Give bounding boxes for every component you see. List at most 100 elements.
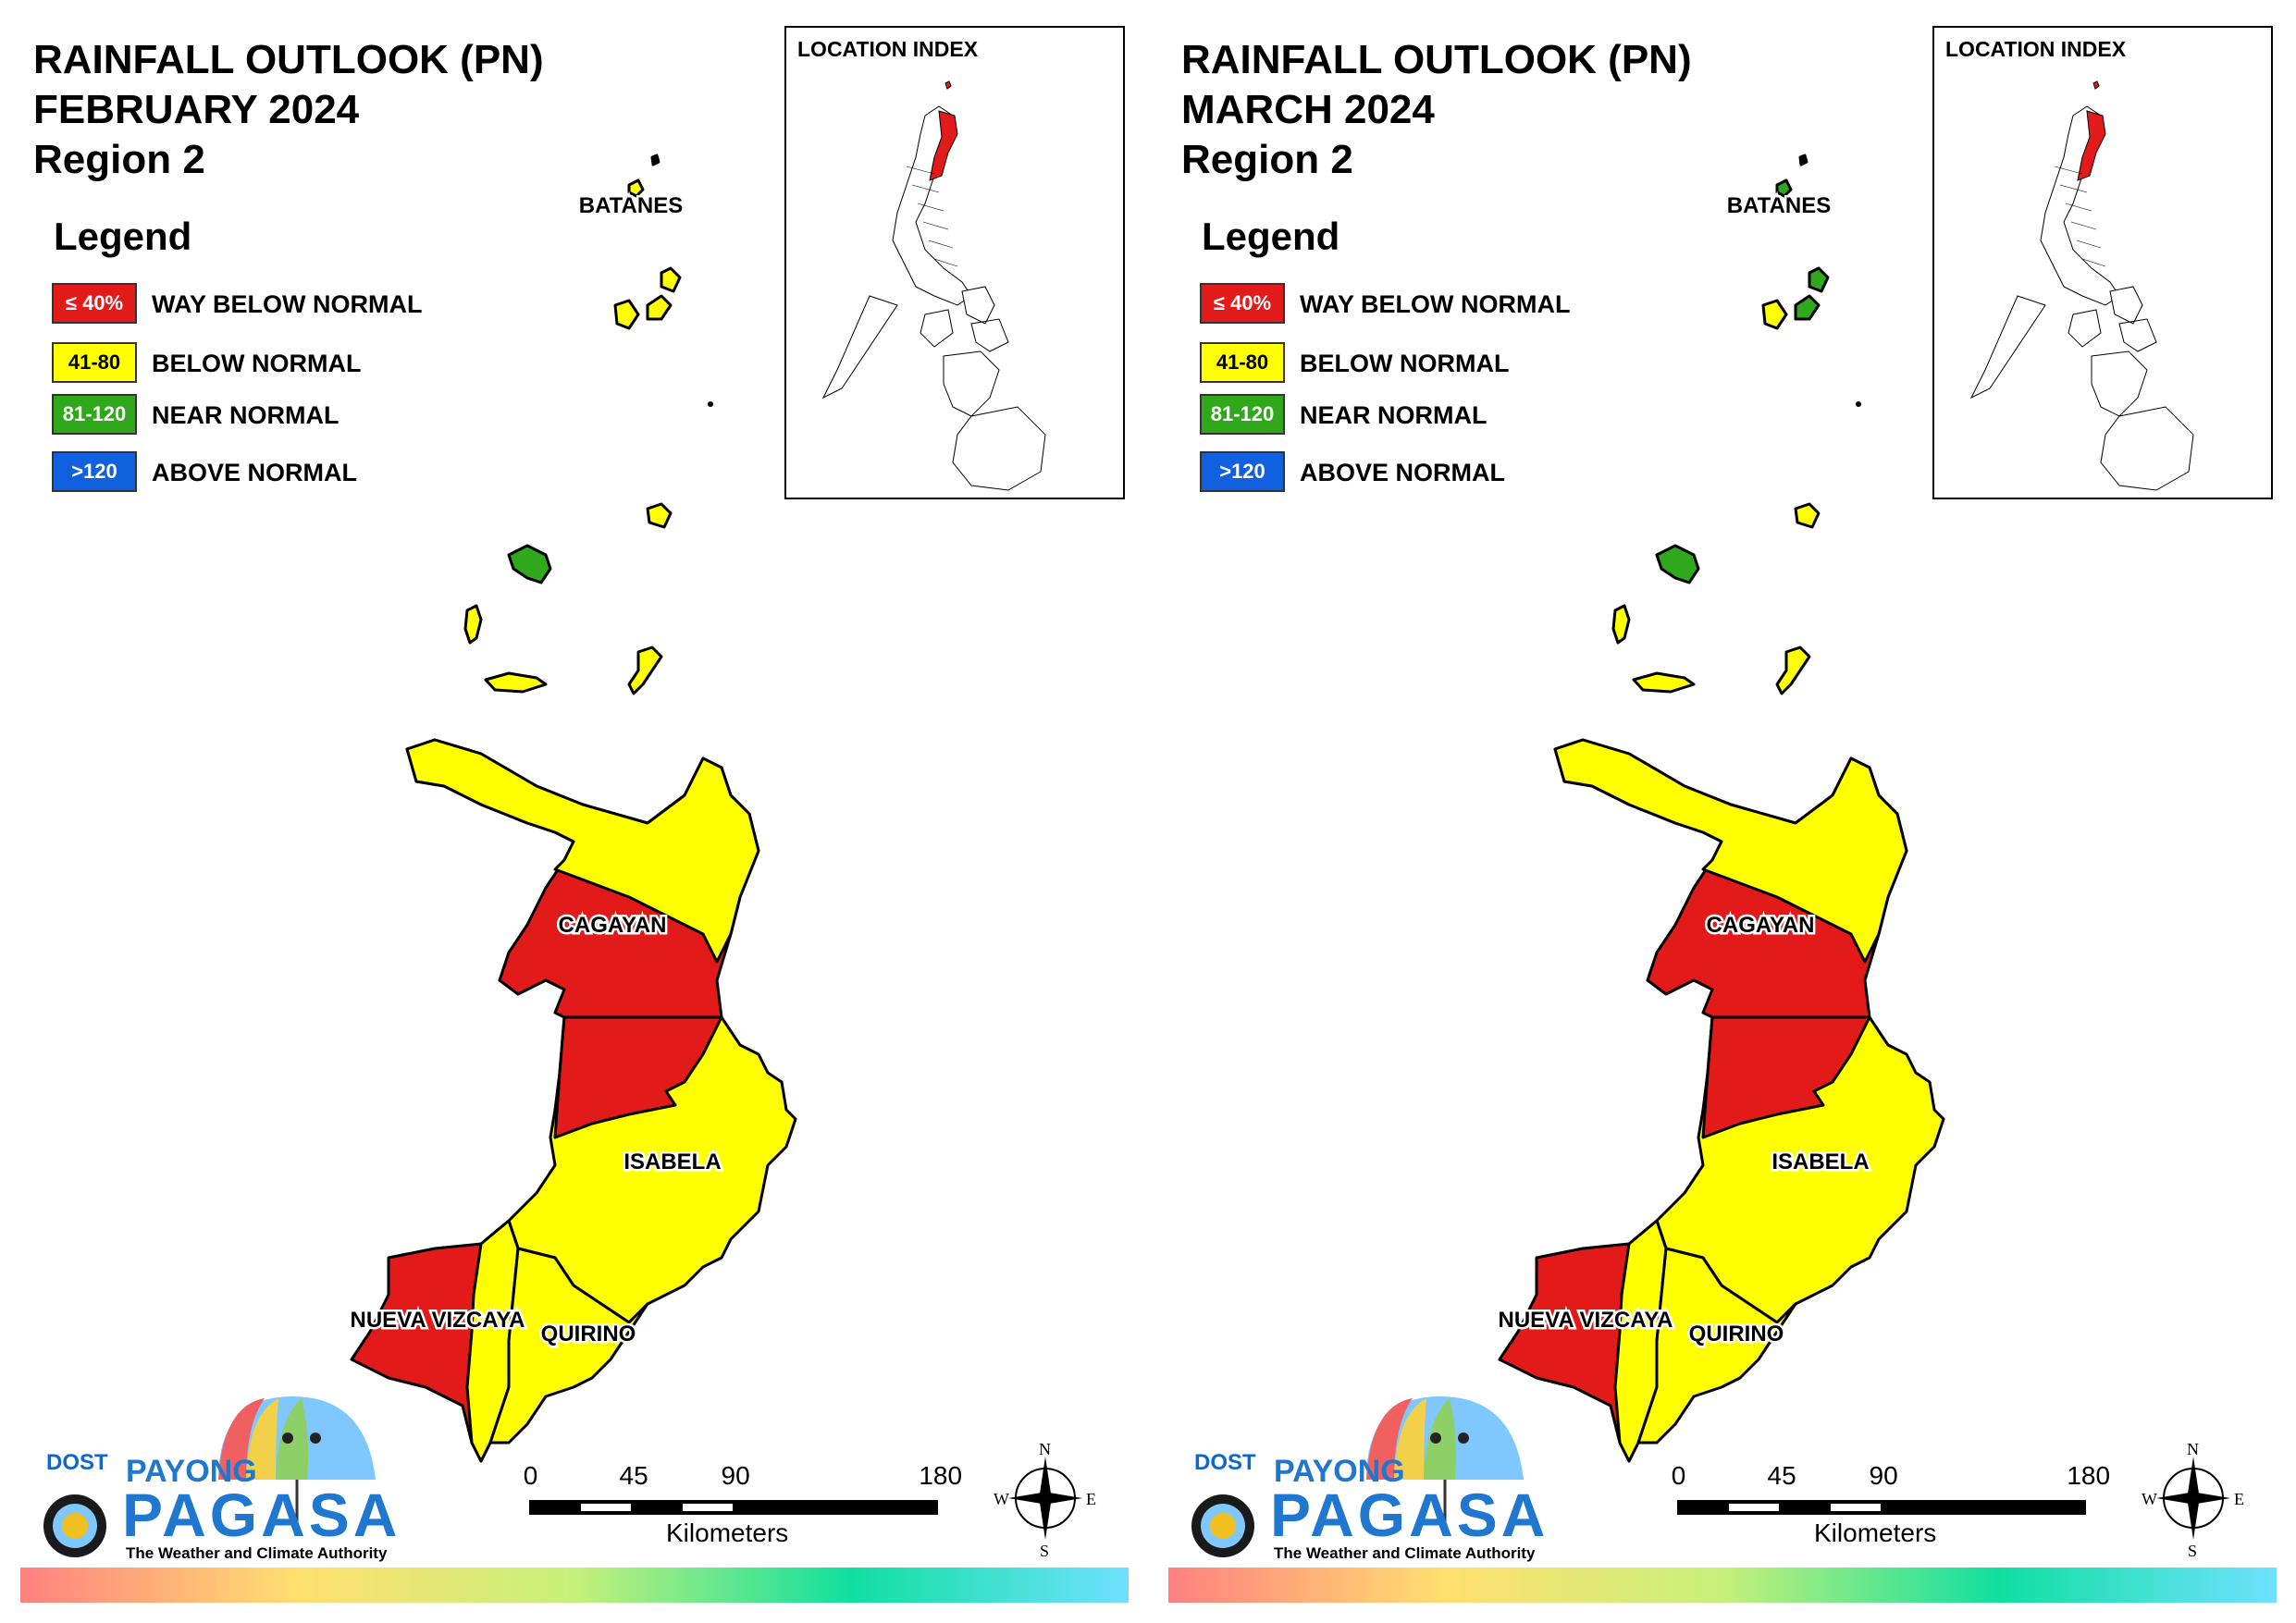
cagayan-zone-north [405,738,760,964]
batanes-island-batan [1794,294,1821,321]
title-line-3: Region 2 [33,137,205,182]
legend-label: WAY BELOW NORMAL [1300,290,1571,318]
province-boundary [922,221,949,230]
legend-swatch: 41-80 [1200,342,1285,383]
compass-rose: N S W E [990,1438,1101,1560]
scale-tick-label: 180 [2067,1461,2111,1490]
region2-map: BATANES CAGAYAN ISABELA NUEVA VIZCAYA QUIRIN… [1496,154,1945,1463]
province-label-cagayan: CAGAYAN [559,913,667,938]
province-label-nueva-vizcaya: NUEVA VIZCAYA [1499,1308,1673,1333]
compass-e: E [1086,1490,1096,1508]
babuyan-claro-island [646,502,673,529]
batanes-island-sabtang [613,299,640,330]
scale-tick-label: 45 [619,1461,648,1490]
region2-highlight [2077,110,2106,181]
scale-segment [1831,1504,1881,1511]
legend-swatch: 81-120 [52,394,137,435]
compass-e: E [2234,1490,2244,1508]
logo-tagline: The Weather and Climate Authority [126,1544,388,1562]
dalupiri-island [627,646,663,695]
legend-swatch: >120 [52,451,137,492]
scale-tick-label: 0 [523,1461,538,1490]
compass-star-icon [2156,1457,2230,1540]
philippines-outline-map [821,80,1046,491]
legend-swatch: ≤ 40% [1200,283,1285,324]
scale-bar: 0 45 90 180 Kilometers [523,1461,962,1563]
location-index-inset: LOCATION INDEX [784,26,1125,499]
province-label-batanes: BATANES [1727,193,1831,218]
batanes-highlight [2092,80,2100,90]
legend-label: ABOVE NORMAL [152,459,357,486]
province-boundary [2076,240,2102,249]
quirino-zone [1636,1247,1797,1445]
logo-pagasa: PAGASA [122,1481,401,1549]
pagasa-logo: DOST PAYONG PAGASA The Weather and Climate … [1181,1387,1551,1572]
panel-2: RAINFALL OUTLOOK (PN) MARCH 2024 Region 2 L… [1148,0,2296,1623]
inset-title: LOCATION INDEX [1945,37,2127,61]
batanes-islet [650,154,660,166]
legend-label: BELOW NORMAL [1300,350,1510,377]
inset-title: LOCATION INDEX [797,37,979,61]
compass-w: W [994,1490,1009,1508]
province-label-cagayan: CAGAYAN [1707,913,1815,938]
umbrella-icon [1191,1396,1524,1557]
umbrella-icon [43,1396,376,1557]
isabela-zone-north [553,1015,723,1139]
fuga-island [1632,671,1696,694]
title-line-1: RAINFALL OUTLOOK (PN) [1181,37,1692,82]
province-label-quirino: QUIRINO [541,1322,636,1346]
province-boundary [917,203,944,212]
title-line-2: FEBRUARY 2024 [33,87,360,132]
pagasa-logo: DOST PAYONG PAGASA The Weather and Climate … [33,1387,403,1572]
cagayan-zone-north [1553,738,1908,964]
visayas-mindanao-shapes [1969,286,2194,491]
province-boundary [2059,184,2088,193]
legend-heading: Legend [54,215,192,258]
legend-label: NEAR NORMAL [1300,401,1487,429]
scale-segment [683,1504,733,1511]
logo-dost: DOST [1194,1450,1256,1475]
legend-swatch: ≤ 40% [52,283,137,324]
scale-tick-label: 90 [721,1461,750,1490]
compass-w: W [2142,1490,2157,1508]
title-line-1: RAINFALL OUTLOOK (PN) [33,37,544,82]
province-boundary [906,166,935,175]
batanes-island-itbayat [1808,266,1830,293]
province-label-isabela: ISABELA [623,1150,721,1174]
province-boundary [933,258,958,267]
islet-dot [1856,401,1861,407]
legend-item: 41-80 BELOW NORMAL [52,342,422,385]
scale-segment [529,1500,938,1515]
map-title: RAINFALL OUTLOOK (PN) FEBRUARY 2024 Region… [33,35,544,185]
batanes-island-batan [646,294,673,321]
fuga-island [484,671,548,694]
legend-label: NEAR NORMAL [152,401,339,429]
legend-item: ≤ 40% WAY BELOW NORMAL [1200,283,1571,326]
batanes-highlight [944,80,952,90]
batanes-island-north [627,178,645,198]
province-boundary [2081,258,2106,267]
batanes-island-itbayat [660,266,682,293]
camiguin-island [1611,604,1631,645]
logo-pagasa: PAGASA [1270,1481,1549,1549]
logo-dost: DOST [46,1450,108,1475]
compass-n: N [2187,1440,2199,1458]
province-boundary [2070,221,2097,230]
panel-1: RAINFALL OUTLOOK (PN) FEBRUARY 2024 Region… [20,26,1129,1603]
compass-s: S [1040,1542,1050,1560]
province-boundary [2054,166,2083,175]
camiguin-island [463,604,483,645]
legend-item: >120 ABOVE NORMAL [1200,451,1570,494]
footer-gradient-strip [20,1568,1129,1603]
legend-swatch: 81-120 [1200,394,1285,435]
legend-item: >120 ABOVE NORMAL [52,451,422,494]
logo-payong: PAYONG [1274,1454,1405,1489]
province-label-nueva-vizcaya: NUEVA VIZCAYA [351,1308,525,1333]
province-boundary [928,240,954,249]
legend-item: 81-120 NEAR NORMAL [52,394,422,436]
dalupiri-island [1775,646,1811,695]
scale-bar-graphic [1677,1500,2086,1515]
province-label-isabela: ISABELA [1771,1150,1869,1174]
scale-segment [1729,1504,1779,1511]
